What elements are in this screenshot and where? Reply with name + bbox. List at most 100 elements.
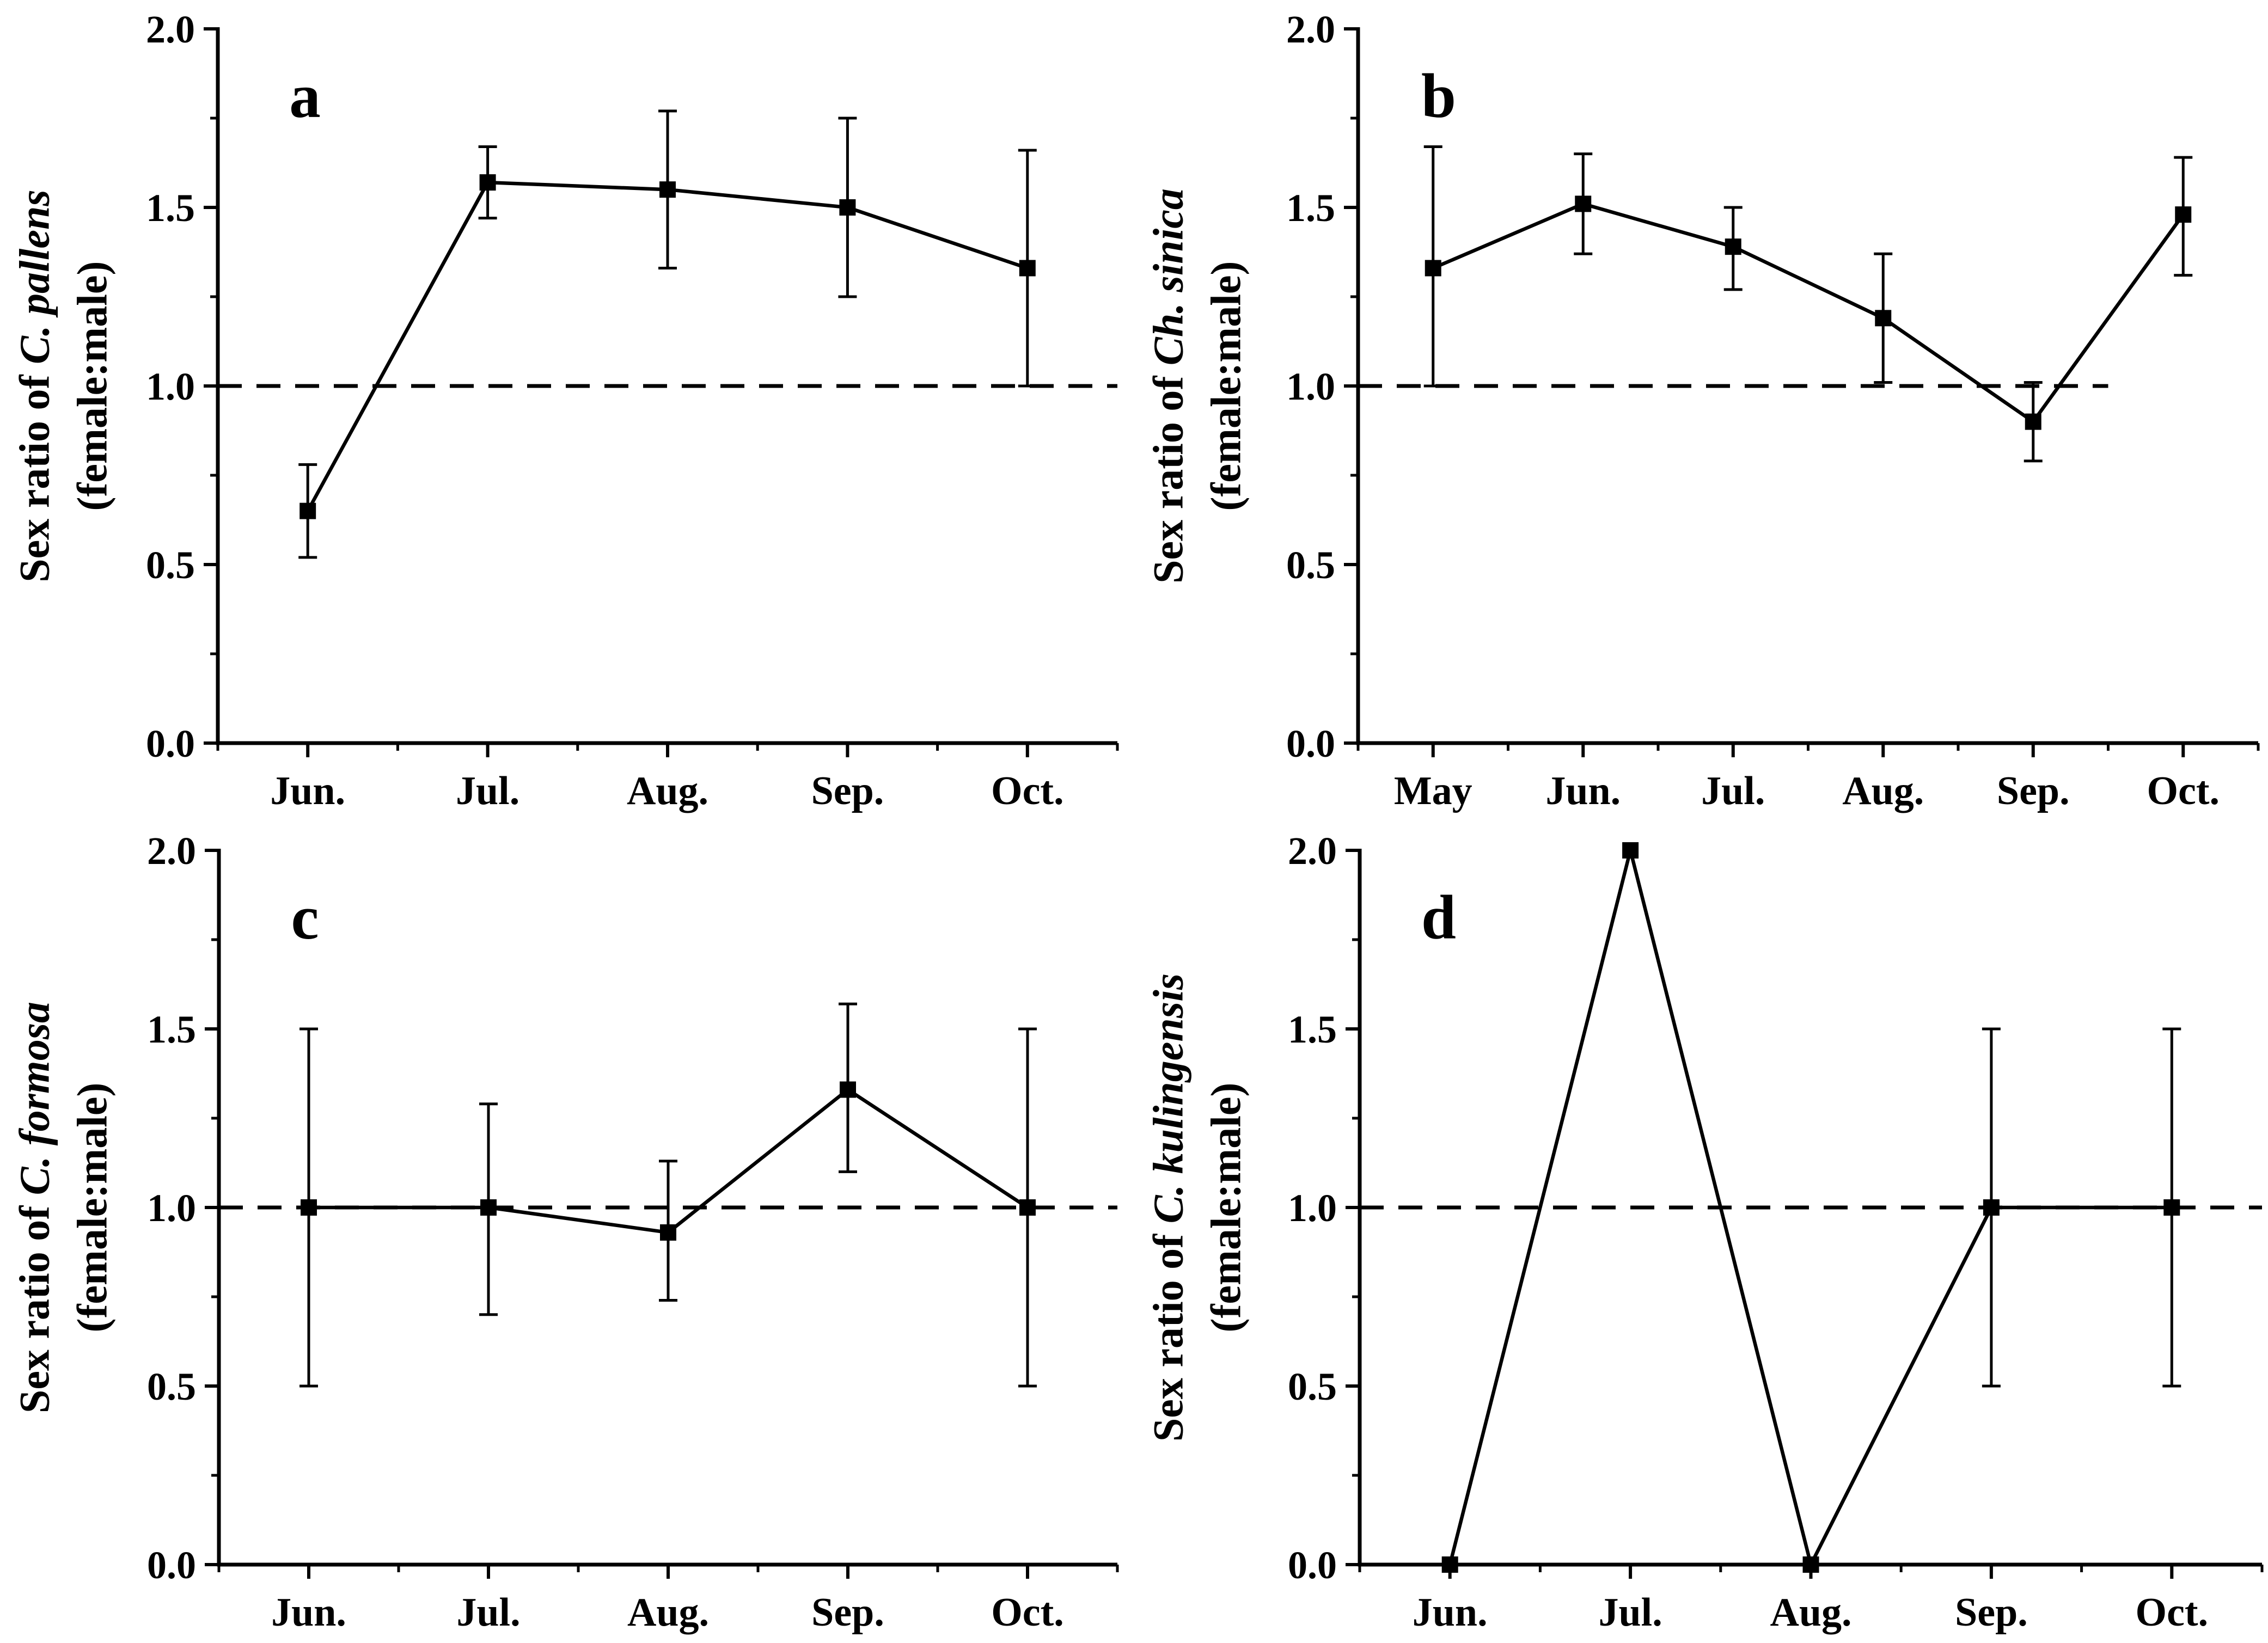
chart-panel-c: 0.0 0.5 1.0 1.5 2.0 Jun. Jul. Aug. Sep. Oct. c Sex …	[0, 822, 1134, 1643]
x-tick-label: Jun.	[271, 1590, 346, 1635]
y-tick-label: 0.0	[146, 722, 195, 765]
panel-letter: b	[1421, 62, 1456, 131]
x-tick-label: Jul.	[456, 769, 519, 813]
x-tick-label: Oct.	[991, 1590, 1064, 1635]
panel-letter: d	[1421, 883, 1456, 952]
data-point-marker	[660, 1224, 676, 1241]
y-tick-label: 1.0	[147, 1186, 196, 1230]
data-markers	[1425, 195, 2192, 430]
y-axis	[1344, 27, 1358, 745]
x-tick-label: Aug.	[1842, 769, 1924, 813]
x-tick-labels: Jun. Jul. Aug. Sep. Oct.	[1413, 1590, 2208, 1635]
data-point-marker	[2025, 413, 2041, 430]
x-tick-labels: May Jun. Jul. Aug. Sep. Oct.	[1394, 769, 2220, 813]
data-point-marker	[1622, 842, 1639, 859]
y-axis-title-species: Ch. sinica	[1144, 188, 1191, 365]
y-tick-label: 0.0	[1288, 1543, 1337, 1587]
data-point-marker	[2163, 1199, 2180, 1216]
x-tick-label: Oct.	[991, 769, 1064, 813]
y-tick-label: 0.0	[1286, 722, 1335, 765]
y-tick-label: 0.5	[146, 543, 195, 587]
chart-panel-d: 0.0 0.5 1.0 1.5 2.0 Jun. Jul. Aug. Sep. Oct. d Sex …	[1134, 822, 2268, 1643]
data-markers	[301, 1081, 1036, 1241]
y-axis-title-line2: (female:male)	[68, 261, 115, 511]
data-point-marker	[840, 1081, 856, 1098]
x-tick-label: Oct.	[2147, 769, 2220, 813]
y-axis	[205, 849, 219, 1566]
data-point-marker	[1441, 1556, 1458, 1573]
data-markers	[299, 174, 1036, 519]
data-point-marker	[839, 199, 856, 216]
y-tick-labels: 0.0 0.5 1.0 1.5 2.0	[147, 829, 196, 1587]
error-bars	[1423, 145, 2193, 463]
y-axis-title-line1: Sex ratio of Ch. sinica	[1144, 188, 1191, 584]
data-markers	[1441, 842, 2180, 1573]
y-axis-title-prefix: Sex ratio of	[1144, 1223, 1191, 1442]
x-tick-label: Sep.	[1997, 769, 2070, 813]
y-tick-label: 1.0	[1286, 365, 1335, 408]
data-point-marker	[479, 174, 496, 191]
y-axis-title-prefix: Sex ratio of	[1144, 365, 1191, 584]
y-tick-label: 1.0	[146, 365, 195, 408]
y-tick-label: 1.5	[146, 186, 195, 230]
y-axis-title-prefix: Sex ratio of	[10, 364, 58, 583]
y-axis	[204, 27, 218, 745]
y-axis-title-line2: (female:male)	[68, 1082, 115, 1332]
y-axis-title-species: C. pallens	[10, 189, 58, 364]
y-tick-label: 2.0	[147, 829, 196, 873]
y-tick-label: 0.0	[147, 1543, 196, 1587]
x-tick-label: May	[1394, 769, 1472, 813]
y-tick-label: 1.5	[147, 1008, 196, 1051]
x-tick-label: Oct.	[2136, 1590, 2209, 1635]
x-tick-label: Jul.	[456, 1590, 520, 1635]
error-bars	[298, 109, 1037, 559]
x-tick-label: Jul.	[1701, 769, 1765, 813]
x-tick-label: Aug.	[1770, 1590, 1851, 1635]
x-tick-label: Jul.	[1598, 1590, 1662, 1635]
data-point-marker	[1725, 238, 1741, 255]
y-tick-label: 1.0	[1288, 1186, 1337, 1230]
data-point-marker	[1875, 310, 1892, 327]
panel-letter: a	[289, 62, 321, 131]
data-point-marker	[480, 1199, 497, 1216]
data-point-marker	[1019, 1199, 1036, 1216]
x-axis	[1356, 743, 2260, 757]
data-point-marker	[1802, 1556, 1819, 1573]
y-axis-title-line1: Sex ratio of C. kulingensis	[1144, 973, 1191, 1442]
panel-d-chart: 0.0 0.5 1.0 1.5 2.0 Jun. Jul. Aug. Sep. Oct. d Sex …	[1144, 829, 2264, 1635]
x-tick-label: Aug.	[627, 769, 708, 813]
y-axis-title-species: C. formosa	[10, 1002, 58, 1195]
chart-panel-b: 0.0 0.5 1.0 1.5 2.0 May Jun. Jul. Aug. Sep. Oct. b S…	[1134, 0, 2268, 822]
x-tick-label: Sep.	[811, 1590, 884, 1635]
x-tick-label: Jun.	[270, 769, 345, 813]
y-tick-labels: 0.0 0.5 1.0 1.5 2.0	[146, 8, 195, 765]
data-point-marker	[299, 502, 316, 519]
data-point-marker	[1983, 1199, 2000, 1216]
y-axis-title-line2: (female:male)	[1202, 1082, 1249, 1332]
data-point-marker	[1575, 195, 1592, 212]
y-tick-label: 0.5	[1286, 543, 1335, 587]
x-tick-labels: Jun. Jul. Aug. Sep. Oct.	[270, 769, 1063, 813]
x-axis	[216, 743, 1119, 757]
panel-letter: c	[291, 883, 319, 952]
y-tick-labels: 0.0 0.5 1.0 1.5 2.0	[1288, 829, 1337, 1587]
data-point-marker	[1425, 260, 1441, 277]
data-point-marker	[2175, 206, 2192, 223]
y-axis-title-prefix: Sex ratio of	[10, 1195, 58, 1413]
panel-a-chart: 0.0 0.5 1.0 1.5 2.0 Jun. Jul. Aug. Sep. Oct. a Sex …	[10, 8, 1119, 813]
x-tick-label: Sep.	[1955, 1590, 2028, 1635]
x-tick-label: Jun.	[1545, 769, 1621, 813]
y-axis-title-line2: (female:male)	[1202, 261, 1249, 511]
x-tick-labels: Jun. Jul. Aug. Sep. Oct.	[271, 1590, 1064, 1635]
panel-c-chart: 0.0 0.5 1.0 1.5 2.0 Jun. Jul. Aug. Sep. Oct. c Sex …	[10, 829, 1119, 1635]
x-axis	[217, 1565, 1119, 1579]
y-tick-label: 0.5	[147, 1365, 196, 1408]
y-tick-label: 0.5	[1288, 1365, 1337, 1408]
x-tick-label: Jun.	[1413, 1590, 1488, 1635]
x-tick-label: Sep.	[811, 769, 884, 813]
data-point-marker	[301, 1199, 317, 1216]
y-axis-title-species: C. kulingensis	[1144, 973, 1191, 1224]
y-tick-label: 2.0	[1286, 8, 1335, 51]
y-axis-title-line1: Sex ratio of C. formosa	[10, 1002, 58, 1413]
